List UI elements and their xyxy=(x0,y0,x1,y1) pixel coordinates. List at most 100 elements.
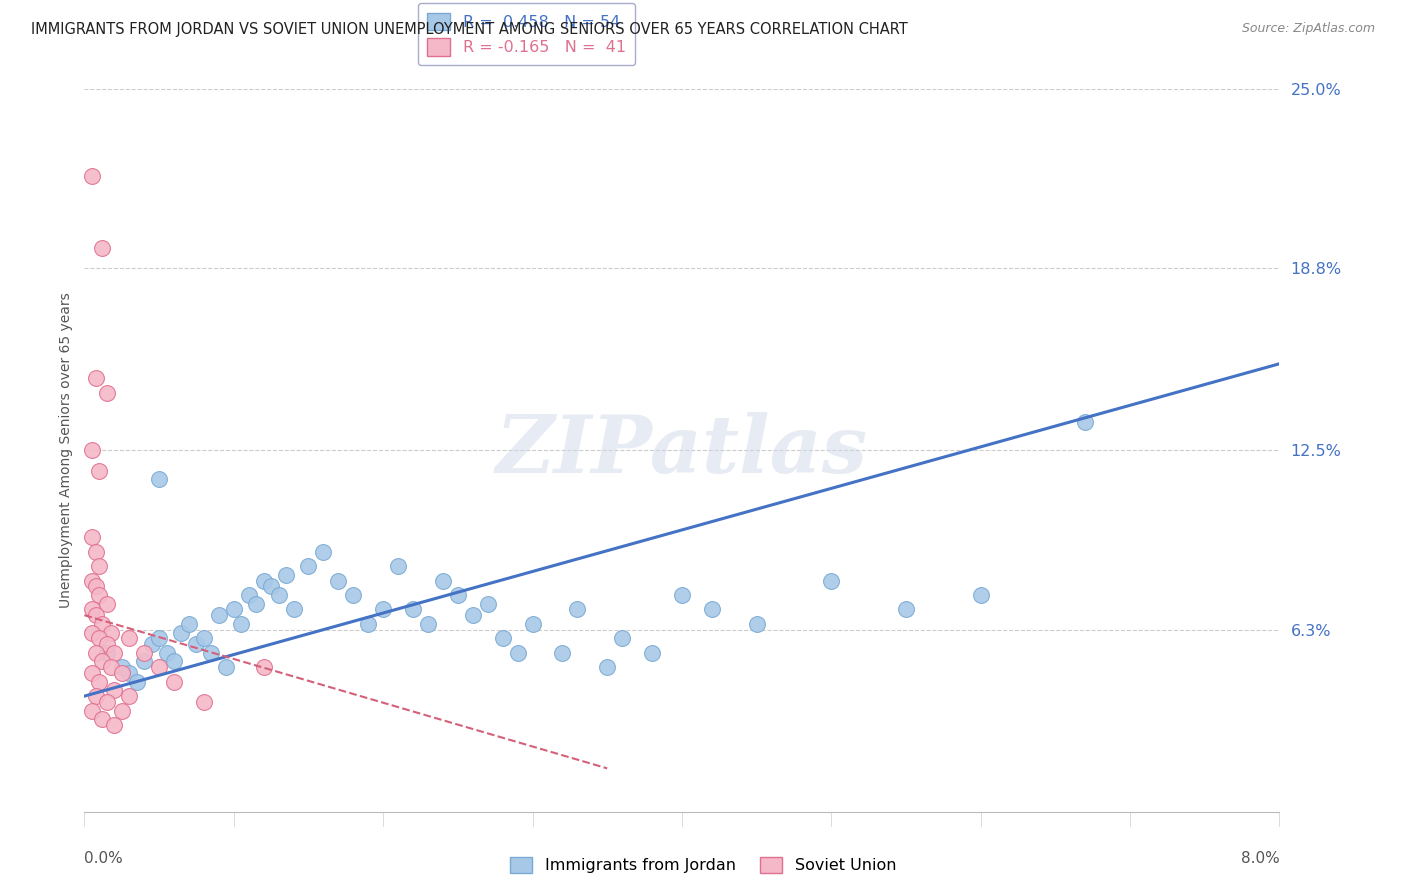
Point xyxy=(238,588,260,602)
Point xyxy=(215,660,238,674)
Text: Source: ZipAtlas.com: Source: ZipAtlas.com xyxy=(1241,22,1375,36)
Point xyxy=(416,616,439,631)
Point xyxy=(253,574,276,588)
Point xyxy=(432,574,454,588)
Point xyxy=(245,597,267,611)
Point xyxy=(745,616,768,631)
Y-axis label: Unemployment Among Seniors over 65 years: Unemployment Among Seniors over 65 years xyxy=(59,293,73,608)
Point xyxy=(125,674,148,689)
Point xyxy=(163,674,186,689)
Point xyxy=(231,616,253,631)
Point xyxy=(402,602,425,616)
Text: 0.0%: 0.0% xyxy=(84,852,124,866)
Point xyxy=(80,602,103,616)
Point xyxy=(80,704,103,718)
Point xyxy=(86,646,108,660)
Point xyxy=(103,646,125,660)
Point xyxy=(111,660,134,674)
Point xyxy=(103,683,125,698)
Point xyxy=(612,632,634,646)
Point xyxy=(170,625,193,640)
Point xyxy=(103,718,125,732)
Point xyxy=(80,665,103,680)
Point xyxy=(567,602,589,616)
Point xyxy=(89,559,111,574)
Point xyxy=(260,579,283,593)
Point xyxy=(80,443,103,458)
Point xyxy=(148,660,170,674)
Point xyxy=(461,608,484,623)
Point xyxy=(297,559,319,574)
Point xyxy=(111,665,134,680)
Point xyxy=(132,655,156,669)
Point xyxy=(163,655,186,669)
Point xyxy=(80,574,103,588)
Point xyxy=(177,616,200,631)
Point xyxy=(253,660,276,674)
Point xyxy=(91,655,114,669)
Point xyxy=(357,616,380,631)
Point xyxy=(208,608,231,623)
Point xyxy=(118,665,141,680)
Point xyxy=(91,616,114,631)
Point xyxy=(283,602,305,616)
Point xyxy=(118,632,141,646)
Point xyxy=(86,544,108,558)
Point xyxy=(111,704,134,718)
Point xyxy=(671,588,693,602)
Point xyxy=(89,588,111,602)
Point xyxy=(86,689,108,703)
Point xyxy=(222,602,245,616)
Text: 8.0%: 8.0% xyxy=(1240,852,1279,866)
Point xyxy=(477,597,499,611)
Point xyxy=(80,625,103,640)
Point xyxy=(89,632,111,646)
Point xyxy=(80,530,103,544)
Point xyxy=(267,588,290,602)
Point xyxy=(148,472,170,486)
Point xyxy=(86,608,108,623)
Point xyxy=(148,632,170,646)
Point xyxy=(894,602,917,616)
Point xyxy=(596,660,619,674)
Point xyxy=(89,464,111,478)
Point xyxy=(492,632,515,646)
Point xyxy=(193,695,215,709)
Legend: Immigrants from Jordan, Soviet Union: Immigrants from Jordan, Soviet Union xyxy=(503,850,903,880)
Point xyxy=(118,689,141,703)
Point xyxy=(186,637,208,651)
Point xyxy=(193,632,215,646)
Point xyxy=(86,371,108,385)
Point xyxy=(274,567,297,582)
Point xyxy=(200,646,222,660)
Point xyxy=(96,695,118,709)
Point xyxy=(89,674,111,689)
Point xyxy=(100,660,122,674)
Point xyxy=(80,169,103,183)
Point xyxy=(141,637,163,651)
Point xyxy=(641,646,664,660)
Point xyxy=(387,559,409,574)
Legend: R =  0.458   N = 54, R = -0.165   N =  41: R = 0.458 N = 54, R = -0.165 N = 41 xyxy=(418,4,636,65)
Point xyxy=(342,588,364,602)
Point xyxy=(328,574,350,588)
Point xyxy=(820,574,842,588)
Point xyxy=(86,579,108,593)
Point xyxy=(447,588,470,602)
Point xyxy=(132,646,156,660)
Point xyxy=(155,646,177,660)
Point xyxy=(506,646,529,660)
Point xyxy=(522,616,544,631)
Text: IMMIGRANTS FROM JORDAN VS SOVIET UNION UNEMPLOYMENT AMONG SENIORS OVER 65 YEARS : IMMIGRANTS FROM JORDAN VS SOVIET UNION U… xyxy=(31,22,908,37)
Point xyxy=(373,602,395,616)
Point xyxy=(970,588,993,602)
Point xyxy=(96,385,118,400)
Point xyxy=(96,597,118,611)
Text: ZIPatlas: ZIPatlas xyxy=(496,412,868,489)
Point xyxy=(91,712,114,726)
Point xyxy=(700,602,723,616)
Point xyxy=(96,637,118,651)
Point xyxy=(312,544,335,558)
Point xyxy=(1074,415,1097,429)
Point xyxy=(551,646,574,660)
